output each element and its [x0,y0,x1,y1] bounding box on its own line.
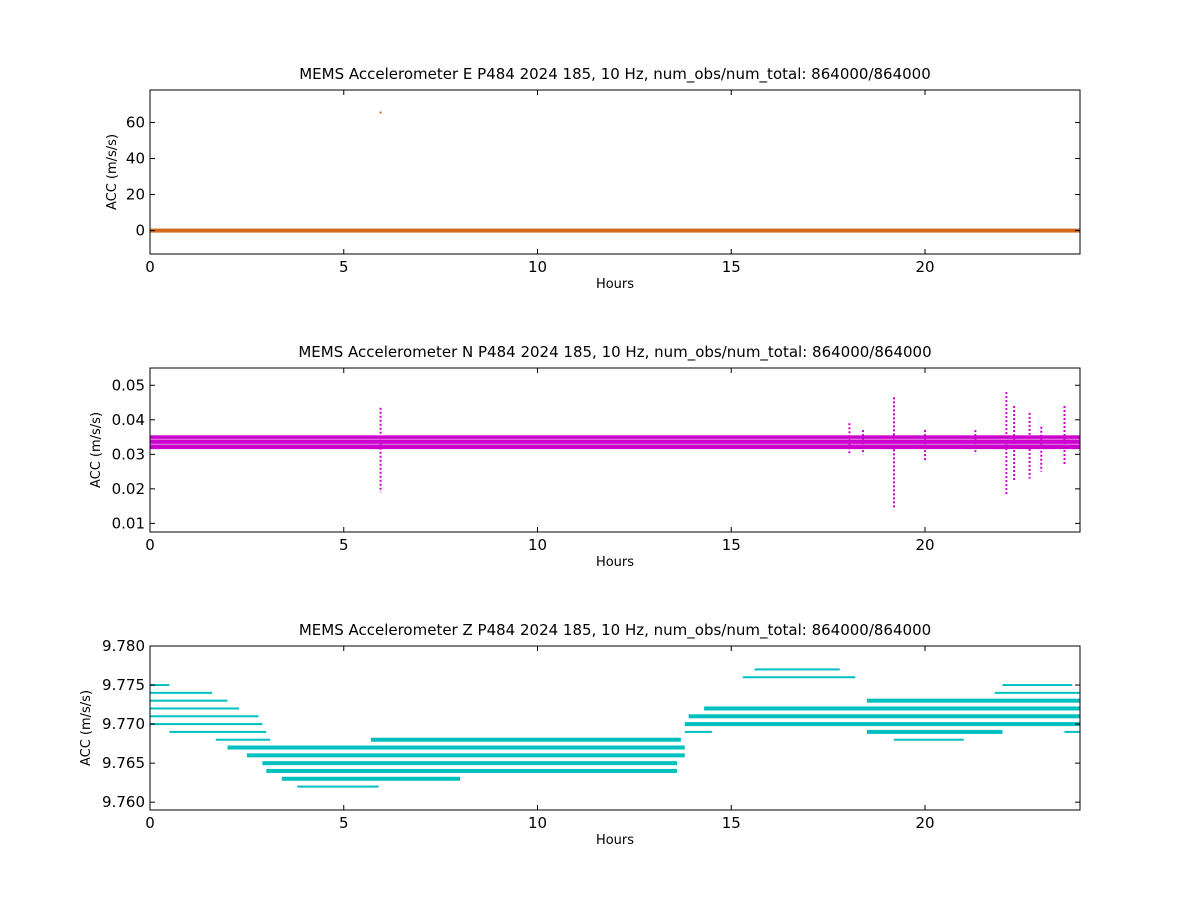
axes-frame [149,367,1081,533]
data-level [684,730,712,733]
data-band [150,228,1080,233]
data-level [994,691,1080,694]
data-level [684,722,1080,727]
y-tick-label: 0.05 [112,376,145,394]
x-tick-label: 5 [339,814,349,832]
data-level [1064,730,1080,733]
y-tick-label: 20 [126,186,145,204]
axes-frame [149,89,1081,255]
data-layer [150,392,1080,510]
data-level [150,699,228,702]
y-axis-label: ACC (m/s/s) [89,412,104,488]
data-level [297,785,379,788]
x-tick-label: 15 [722,258,741,276]
x-tick-label: 10 [528,536,547,554]
data-level [227,745,685,750]
data-level [262,761,677,766]
data-level [866,729,1003,734]
x-tick-label: 20 [915,536,934,554]
data-level [215,738,271,741]
x-axis-label: Hours [596,555,634,570]
y-tick-label: 9.760 [102,793,145,811]
data-layer [150,111,1080,233]
y-tick-label: 0 [135,222,145,240]
y-tick-label: 9.780 [102,637,145,655]
y-tick-label: 9.775 [102,676,145,694]
chart-panel-n: 0 5 10 15 20 0.01 0.02 0.03 0.04 0.05 MEMS Acceler… [89,343,1081,570]
y-tick-label: 9.765 [102,754,145,772]
data-point [379,111,382,114]
x-tick-label: 10 [528,258,547,276]
data-layer [150,668,1080,788]
data-level [246,753,685,758]
x-tick-label: 20 [915,258,934,276]
x-axis-label: Hours [596,277,634,292]
chart-title: MEMS Accelerometer N P484 2024 185, 10 H… [298,343,931,362]
y-tick-label: 9.770 [102,715,145,733]
data-band [150,435,1080,450]
y-tick-label: 0.03 [112,445,145,463]
y-tick-label: 40 [126,149,145,167]
chart-title: MEMS Accelerometer Z P484 2024 185, 10 H… [299,621,931,640]
x-tick-label: 5 [339,258,349,276]
y-tick-label: 0.01 [112,514,145,532]
data-level [150,715,259,718]
data-level [894,738,964,741]
x-tick-label: 10 [528,814,547,832]
data-level [150,707,240,710]
data-level [704,706,1080,711]
data-level [266,768,677,773]
data-level [150,723,263,726]
axes-frame [149,645,1081,811]
data-level [688,714,1080,719]
data-level [150,684,170,687]
x-tick-label: 0 [145,258,155,276]
y-axis-label: ACC (m/s/s) [105,134,120,210]
x-tick-label: 15 [722,536,741,554]
data-level [370,737,681,742]
data-level [866,698,1080,703]
x-tick-label: 5 [339,536,349,554]
y-tick-label: 0.04 [112,411,145,429]
x-tick-label: 0 [145,814,155,832]
x-tick-label: 15 [722,814,741,832]
x-tick-label: 0 [145,536,155,554]
data-level [1002,684,1073,687]
chart-panel-e: 0 5 10 15 20 0 20 40 60 MEMS Accelerometer E P484… [105,65,1081,292]
chart-panel-z: 0 5 10 15 20 9.760 9.765 9.770 9.775 9.780 MEMS Ac… [79,621,1081,848]
y-tick-label: 0.02 [112,480,145,498]
data-level [742,676,856,679]
x-tick-label: 20 [915,814,934,832]
data-level [754,668,840,671]
data-level [281,776,460,781]
data-level [169,730,267,733]
data-level [150,691,212,694]
y-tick-label: 60 [126,113,145,131]
y-axis-label: ACC (m/s/s) [79,690,94,766]
x-axis-label: Hours [596,833,634,848]
chart-title: MEMS Accelerometer E P484 2024 185, 10 H… [299,65,931,84]
